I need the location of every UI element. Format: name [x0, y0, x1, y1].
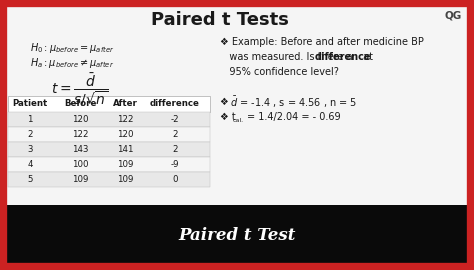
- Text: 109: 109: [117, 160, 133, 169]
- Bar: [3, 205, 471, 267]
- Text: difference: difference: [150, 100, 200, 109]
- Bar: [8, 142, 210, 157]
- Text: $\bar{d}$ = -1.4 , s = 4.56 , n = 5: $\bar{d}$ = -1.4 , s = 4.56 , n = 5: [230, 94, 357, 110]
- Text: 120: 120: [72, 115, 88, 124]
- Text: 5: 5: [27, 175, 33, 184]
- Text: 143: 143: [72, 145, 88, 154]
- Text: Paired t Tests: Paired t Tests: [151, 11, 289, 29]
- Bar: [8, 112, 210, 127]
- Text: $t = \dfrac{\bar{d}}{s/\sqrt{n}}$: $t = \dfrac{\bar{d}}{s/\sqrt{n}}$: [51, 72, 109, 108]
- Text: 100: 100: [72, 160, 88, 169]
- Bar: [8, 96, 210, 112]
- Text: at: at: [360, 52, 373, 62]
- Text: $H_a: \mu_{before} \neq \mu_{after}$: $H_a: \mu_{before} \neq \mu_{after}$: [30, 56, 114, 70]
- Text: 141: 141: [117, 145, 133, 154]
- Text: 2: 2: [172, 130, 178, 139]
- Text: 0: 0: [172, 175, 178, 184]
- Text: 109: 109: [117, 175, 133, 184]
- Text: 2: 2: [27, 130, 33, 139]
- Text: was measured. Is there a: was measured. Is there a: [220, 52, 356, 62]
- Text: ❖ Example: Before and after medicine BP: ❖ Example: Before and after medicine BP: [220, 37, 424, 47]
- Text: 3: 3: [27, 145, 33, 154]
- Bar: [8, 172, 210, 187]
- Text: difference: difference: [315, 52, 372, 62]
- Text: 2: 2: [172, 145, 178, 154]
- Text: = 1.4/2.04 = - 0.69: = 1.4/2.04 = - 0.69: [247, 112, 341, 122]
- Text: 122: 122: [72, 130, 88, 139]
- Bar: [8, 157, 210, 172]
- Text: 109: 109: [72, 175, 88, 184]
- Text: Paired t Test: Paired t Test: [178, 228, 296, 245]
- Text: 122: 122: [117, 115, 133, 124]
- Text: 4: 4: [27, 160, 33, 169]
- Text: Patient: Patient: [12, 100, 47, 109]
- Text: -9: -9: [171, 160, 179, 169]
- Text: -2: -2: [171, 115, 179, 124]
- Text: Before: Before: [64, 100, 96, 109]
- Text: 95% confidence level?: 95% confidence level?: [220, 67, 339, 77]
- Text: 1: 1: [27, 115, 33, 124]
- Text: After: After: [112, 100, 137, 109]
- Text: ❖: ❖: [220, 97, 235, 107]
- Text: 120: 120: [117, 130, 133, 139]
- Text: ❖ t: ❖ t: [220, 112, 236, 122]
- Text: cal.: cal.: [233, 117, 244, 123]
- Text: QG: QG: [445, 10, 462, 20]
- Text: $H_0: \mu_{before} = \mu_{after}$: $H_0: \mu_{before} = \mu_{after}$: [30, 41, 114, 55]
- Bar: [8, 127, 210, 142]
